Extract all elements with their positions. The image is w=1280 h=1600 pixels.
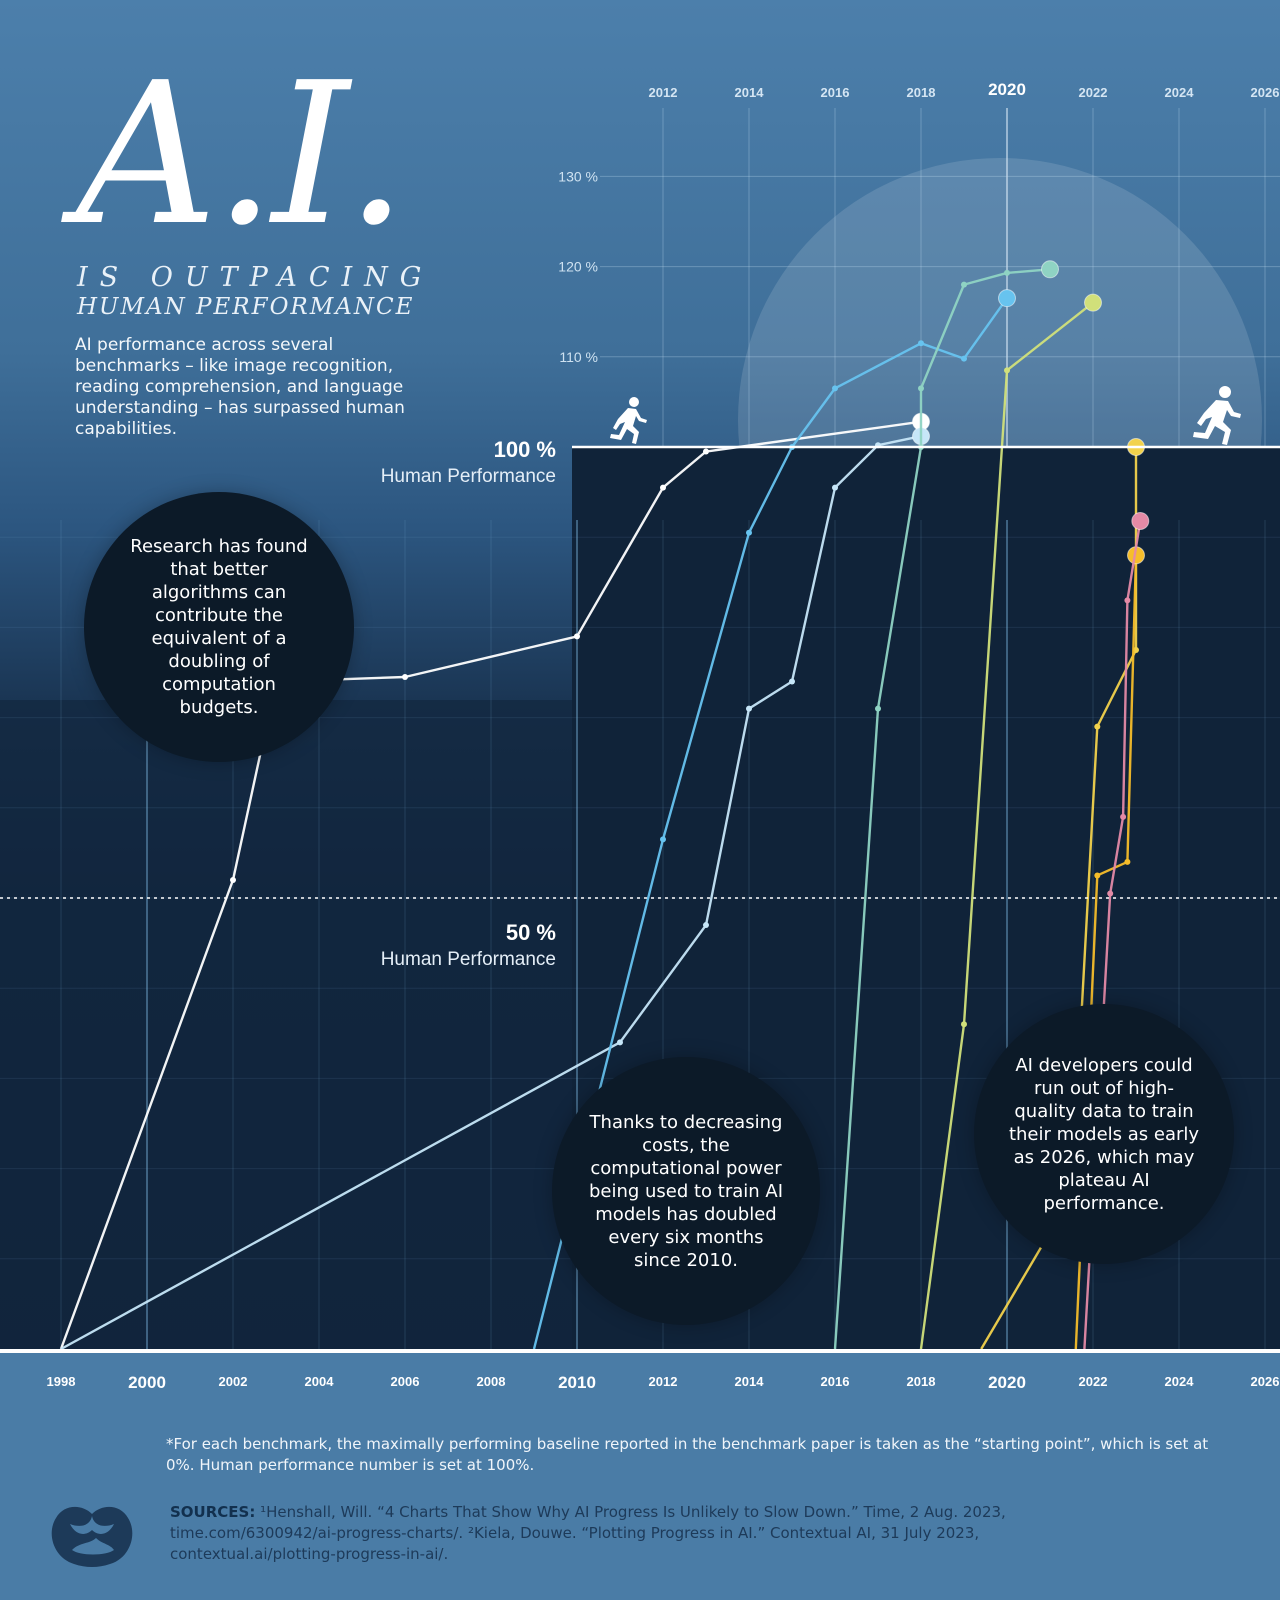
x-tick-label-top: 2020 (988, 80, 1026, 99)
series-point-blue (746, 529, 752, 536)
series-point-teal (1004, 269, 1010, 276)
series-point-white (574, 633, 580, 640)
title-line-2: HUMAN PERFORMANCE (77, 294, 415, 320)
y-tick-label: 120 % (558, 259, 598, 275)
series-point-white (660, 484, 666, 491)
title-line-1: IS OUTPACING (77, 262, 434, 293)
x-tick-label-bottom: 2024 (1165, 1374, 1195, 1389)
series-point-blue (660, 836, 666, 843)
x-tick-label-bottom: 2014 (735, 1374, 765, 1389)
human-50-label: Human Performance (380, 949, 556, 970)
series-point-teal (875, 705, 881, 712)
x-tick-label-bottom: 2002 (219, 1374, 248, 1389)
x-tick-label-bottom: 2008 (477, 1374, 506, 1389)
y-tick-label: 110 % (559, 349, 598, 365)
series-point-teal (961, 281, 967, 288)
x-tick-label-bottom: 2022 (1079, 1374, 1108, 1389)
series-point-yellow (1094, 723, 1101, 730)
series-point-lime (961, 1021, 967, 1028)
title-main: A.I. (76, 41, 408, 269)
series-point-orange (1124, 858, 1131, 865)
series-line-lime (919, 301, 1094, 1350)
series-point-lightblue (746, 705, 752, 712)
intro-text: AI performance across several benchmarks… (75, 335, 405, 439)
runner-male-icon (1190, 386, 1242, 456)
human-100-label: Human Performance (380, 466, 556, 487)
series-point-pink (1120, 813, 1127, 820)
x-tick-label-top: 2012 (649, 85, 678, 100)
x-tick-label-bottom: 2020 (988, 1373, 1026, 1392)
series-point-lightblue (832, 484, 838, 491)
series-point-white (230, 876, 236, 883)
x-tick-label-bottom: 2000 (128, 1373, 166, 1392)
series-line-white (59, 420, 922, 1350)
callout-data-text: AI developers could run out of high-qual… (1008, 1054, 1200, 1214)
series-point-pink (1107, 890, 1114, 897)
callout-data: AI developers could run out of high-qual… (974, 1004, 1234, 1264)
x-tick-label-bottom: 2016 (821, 1374, 850, 1389)
series-endpoint-pink (1131, 511, 1150, 530)
footer-band (0, 1352, 1280, 1600)
series-point-blue (832, 385, 838, 392)
x-tick-label-top: 2022 (1079, 85, 1108, 100)
series-point-blue (918, 340, 924, 347)
x-tick-label-bottom: 1998 (47, 1374, 76, 1389)
y-tick-label: 130 % (558, 168, 598, 184)
x-tick-label-bottom: 2026 (1251, 1374, 1280, 1389)
series-point-lightblue (617, 1039, 623, 1046)
x-tick-label-bottom: 2012 (649, 1374, 678, 1389)
x-tick-label-top: 2016 (821, 85, 850, 100)
series-endpoint-blue (998, 289, 1016, 308)
series-point-white (402, 674, 408, 681)
x-tick-label-bottom: 2006 (391, 1374, 420, 1389)
visual-capitalist-logo-icon (46, 1500, 138, 1568)
series-line-lightblue (60, 435, 922, 1351)
series-point-blue (961, 355, 967, 362)
series-point-orange (1094, 872, 1101, 879)
x-tick-label-bottom: 2004 (305, 1374, 335, 1389)
lower-left-shade (0, 700, 572, 1349)
series-point-lightblue (789, 678, 795, 685)
series-point-pink (1124, 597, 1131, 604)
footnote: *For each benchmark, the maximally perfo… (166, 1435, 1209, 1474)
x-tick-label-bottom: 2018 (907, 1374, 936, 1389)
series-point-teal (918, 385, 924, 392)
runner-female-icon (606, 396, 650, 456)
x-tick-label-top: 2024 (1165, 85, 1195, 100)
callout-compute: Thanks to decreasing costs, the computat… (552, 1057, 820, 1325)
x-tick-label-bottom: 2010 (558, 1373, 596, 1392)
series-point-lightblue (703, 922, 709, 929)
series-endpoint-lime (1084, 293, 1102, 312)
human-100-pct: 100 % (493, 437, 556, 462)
x-tick-label-top: 2026 (1251, 85, 1280, 100)
x-tick-label-top: 2014 (735, 85, 765, 100)
human-50-pct: 50 % (505, 920, 556, 945)
callout-algorithms: Research has found that better algorithm… (84, 492, 354, 762)
sources-text: ¹Henshall, Will. “4 Charts That Show Why… (170, 1503, 1006, 1563)
callout-algorithms-text: Research has found that better algorithm… (130, 536, 308, 718)
callout-compute-text: Thanks to decreasing costs, the computat… (588, 1111, 784, 1271)
series-point-white (703, 448, 709, 455)
series-line-blue (532, 297, 1008, 1350)
series-point-lime (1004, 367, 1010, 374)
sources-label: SOURCES: (170, 1503, 256, 1521)
x-tick-label-top: 2018 (907, 85, 936, 100)
series-endpoint-teal (1041, 260, 1059, 279)
sources: SOURCES: ¹Henshall, Will. “4 Charts That… (170, 1502, 1110, 1565)
